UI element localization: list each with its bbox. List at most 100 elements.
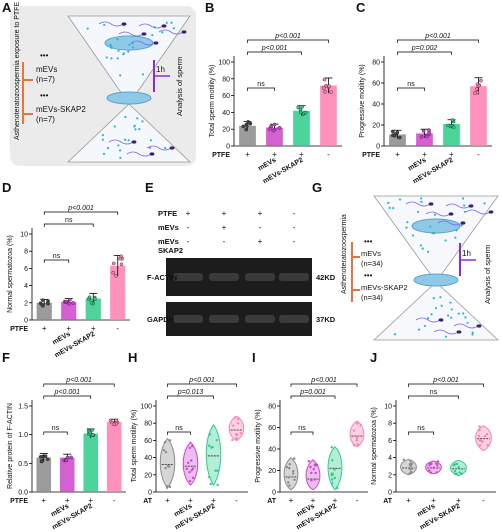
group-skap2-label: mEVs-SKAP2: [361, 283, 408, 292]
data-point: [241, 124, 246, 129]
data-point: [208, 475, 211, 479]
data-point: [211, 445, 214, 449]
sig-bracket: [408, 431, 434, 435]
y-axis-label: Progressive motility (%): [359, 64, 366, 138]
data-point: [310, 479, 313, 482]
bar: [470, 86, 487, 146]
sperm-tail: [146, 145, 172, 151]
data-point: [313, 463, 317, 466]
data-point: [112, 422, 116, 427]
data-point: [168, 465, 171, 468]
data-point: [352, 429, 356, 432]
bar: [443, 123, 460, 146]
bar: [389, 134, 406, 146]
panel-e-western-blot: PTFE mEVs mEVs SKAP2 + + + - - + - - - - + - F-ACTI…: [147, 209, 336, 336]
sign-label: +: [165, 496, 170, 505]
y-tick-label: 80: [144, 421, 152, 428]
data-point: [162, 448, 166, 452]
y-tick-label: 60: [222, 93, 230, 100]
data-point: [298, 110, 303, 115]
dish-top: [411, 218, 461, 234]
sig-label: p=0.001: [299, 389, 326, 396]
data-point: [333, 468, 336, 471]
data-point: [331, 482, 334, 485]
data-point: [91, 433, 95, 437]
y-tick-label: 0: [24, 318, 28, 325]
band-gapdh: [209, 315, 239, 323]
particle-dot: [444, 335, 448, 338]
sig-label: p=0.013: [177, 389, 204, 396]
data-point: [478, 425, 481, 428]
bar: [85, 298, 101, 320]
data-point: [455, 462, 459, 466]
sig-label: ns: [175, 425, 183, 432]
sig-bracket: [43, 259, 70, 263]
particle-dot: [134, 128, 137, 131]
sig-label: ns: [65, 217, 73, 224]
data-point: [38, 455, 43, 459]
sperm-drawings: [405, 201, 494, 335]
band-factin: [209, 273, 239, 281]
sig-label: p=0.002: [411, 45, 438, 52]
y-tick-label: 40: [372, 102, 380, 109]
particle-dot: [118, 149, 122, 152]
panel-letter-h: H: [128, 350, 137, 365]
data-point: [312, 467, 315, 471]
particle-dot: [463, 204, 466, 207]
data-point: [71, 301, 75, 305]
dots-icon: •••: [40, 91, 49, 100]
particle-dot: [393, 333, 397, 336]
particle-dot: [421, 247, 424, 250]
band-kd-gapdh: 37KD: [316, 315, 336, 324]
sperm-tail: [437, 220, 463, 226]
data-point: [435, 471, 438, 474]
data-point: [460, 472, 463, 475]
data-point: [408, 472, 411, 475]
sperm-tail: [118, 31, 144, 37]
group-mevs-label: mEVs: [361, 249, 381, 258]
data-point: [410, 467, 414, 470]
violin: [400, 458, 417, 476]
sign-label: +: [91, 324, 96, 333]
band-label-gapdh: GAPDH: [147, 315, 174, 324]
data-point: [303, 110, 308, 115]
sperm-head: [456, 330, 462, 334]
data-point: [315, 463, 319, 467]
data-point: [419, 135, 424, 139]
sig-label: p<0.001: [188, 377, 215, 384]
row-label: PTFE: [362, 152, 380, 159]
data-point: [408, 468, 412, 471]
panel-letter-j: J: [370, 350, 377, 365]
data-point: [355, 439, 359, 442]
data-point: [114, 418, 118, 423]
analysis-label: Analysis of sperm: [483, 245, 492, 304]
data-point: [272, 122, 277, 127]
band-gapdh: [245, 315, 275, 323]
particle-dot: [423, 324, 426, 328]
data-point: [208, 444, 211, 447]
sign-label: +: [431, 496, 436, 505]
data-point: [89, 300, 94, 305]
particle-dot: [464, 316, 467, 319]
group-skap2-label: mEVs-SKAP2: [36, 105, 86, 114]
y-tick-label: 6: [388, 438, 392, 445]
category-label: mEVs-SKAP2: [174, 503, 217, 532]
panel-letter-i: I: [252, 350, 256, 365]
sperm-head: [141, 32, 147, 36]
data-point: [45, 301, 50, 305]
sig-label: p<0.001: [310, 377, 337, 384]
blot-sign: -: [293, 209, 296, 218]
data-point: [209, 482, 212, 486]
sign-label: +: [88, 496, 93, 505]
data-point: [236, 422, 240, 425]
data-point: [163, 440, 167, 444]
sign-label: +: [395, 150, 400, 159]
data-point: [435, 462, 438, 465]
data-point: [409, 459, 412, 462]
data-point: [215, 438, 218, 442]
data-point: [479, 78, 483, 83]
particle-dot: [434, 307, 438, 310]
particle-dot: [161, 31, 164, 34]
data-point: [231, 438, 234, 442]
